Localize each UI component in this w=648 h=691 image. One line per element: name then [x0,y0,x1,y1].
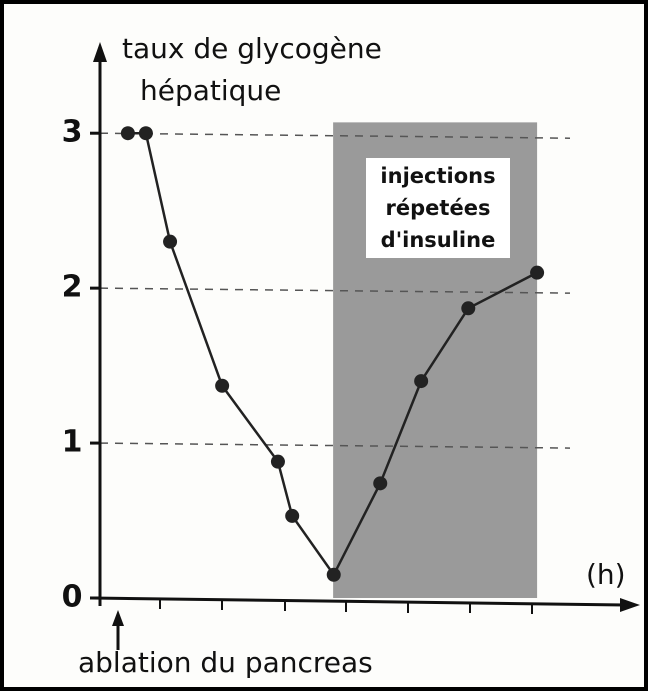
annotation-box [366,158,510,258]
y-tick-label: 0 [62,580,83,615]
data-point [120,126,135,141]
data-point [373,476,388,491]
x-axis [91,596,626,607]
data-point [285,508,300,523]
annotation: ablation du pancreas [78,646,373,679]
data-point [215,378,230,393]
data-point [138,126,153,141]
pointer-arrowhead [112,610,124,626]
data-point [326,567,341,582]
data-point [270,454,285,469]
x-axis-ticks [159,599,533,614]
y-tick-label: 2 [62,270,83,305]
data-point [461,301,476,316]
grid-line [99,442,571,449]
x-axis-label: (h) [586,558,626,591]
y-tick-label: 3 [62,115,83,150]
y-axis-label: hépatique [140,74,281,107]
data-point [530,265,545,280]
data-point [414,374,429,389]
grid-line [99,132,571,139]
y-axis-arrow [93,42,107,62]
y-tick-label: 1 [62,425,83,460]
annotation: injections [380,164,495,188]
x-axis-arrow [620,598,640,612]
y-axis-label: taux de glycogène [122,32,382,65]
annotation: d'insuline [381,228,496,252]
grid-line [99,287,571,294]
annotation: répetées [386,196,491,220]
data-point [163,234,178,249]
